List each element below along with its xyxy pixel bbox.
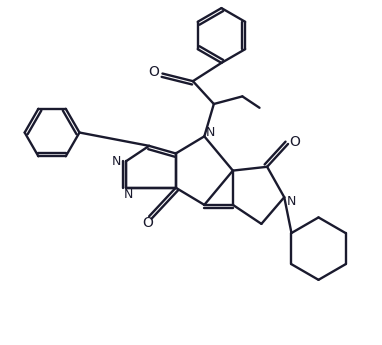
Text: O: O [142,216,153,230]
Text: N: N [112,155,121,168]
Text: N: N [206,126,215,139]
Text: N: N [287,195,296,208]
Text: O: O [290,135,300,149]
Text: N: N [123,188,133,201]
Text: O: O [149,65,160,79]
